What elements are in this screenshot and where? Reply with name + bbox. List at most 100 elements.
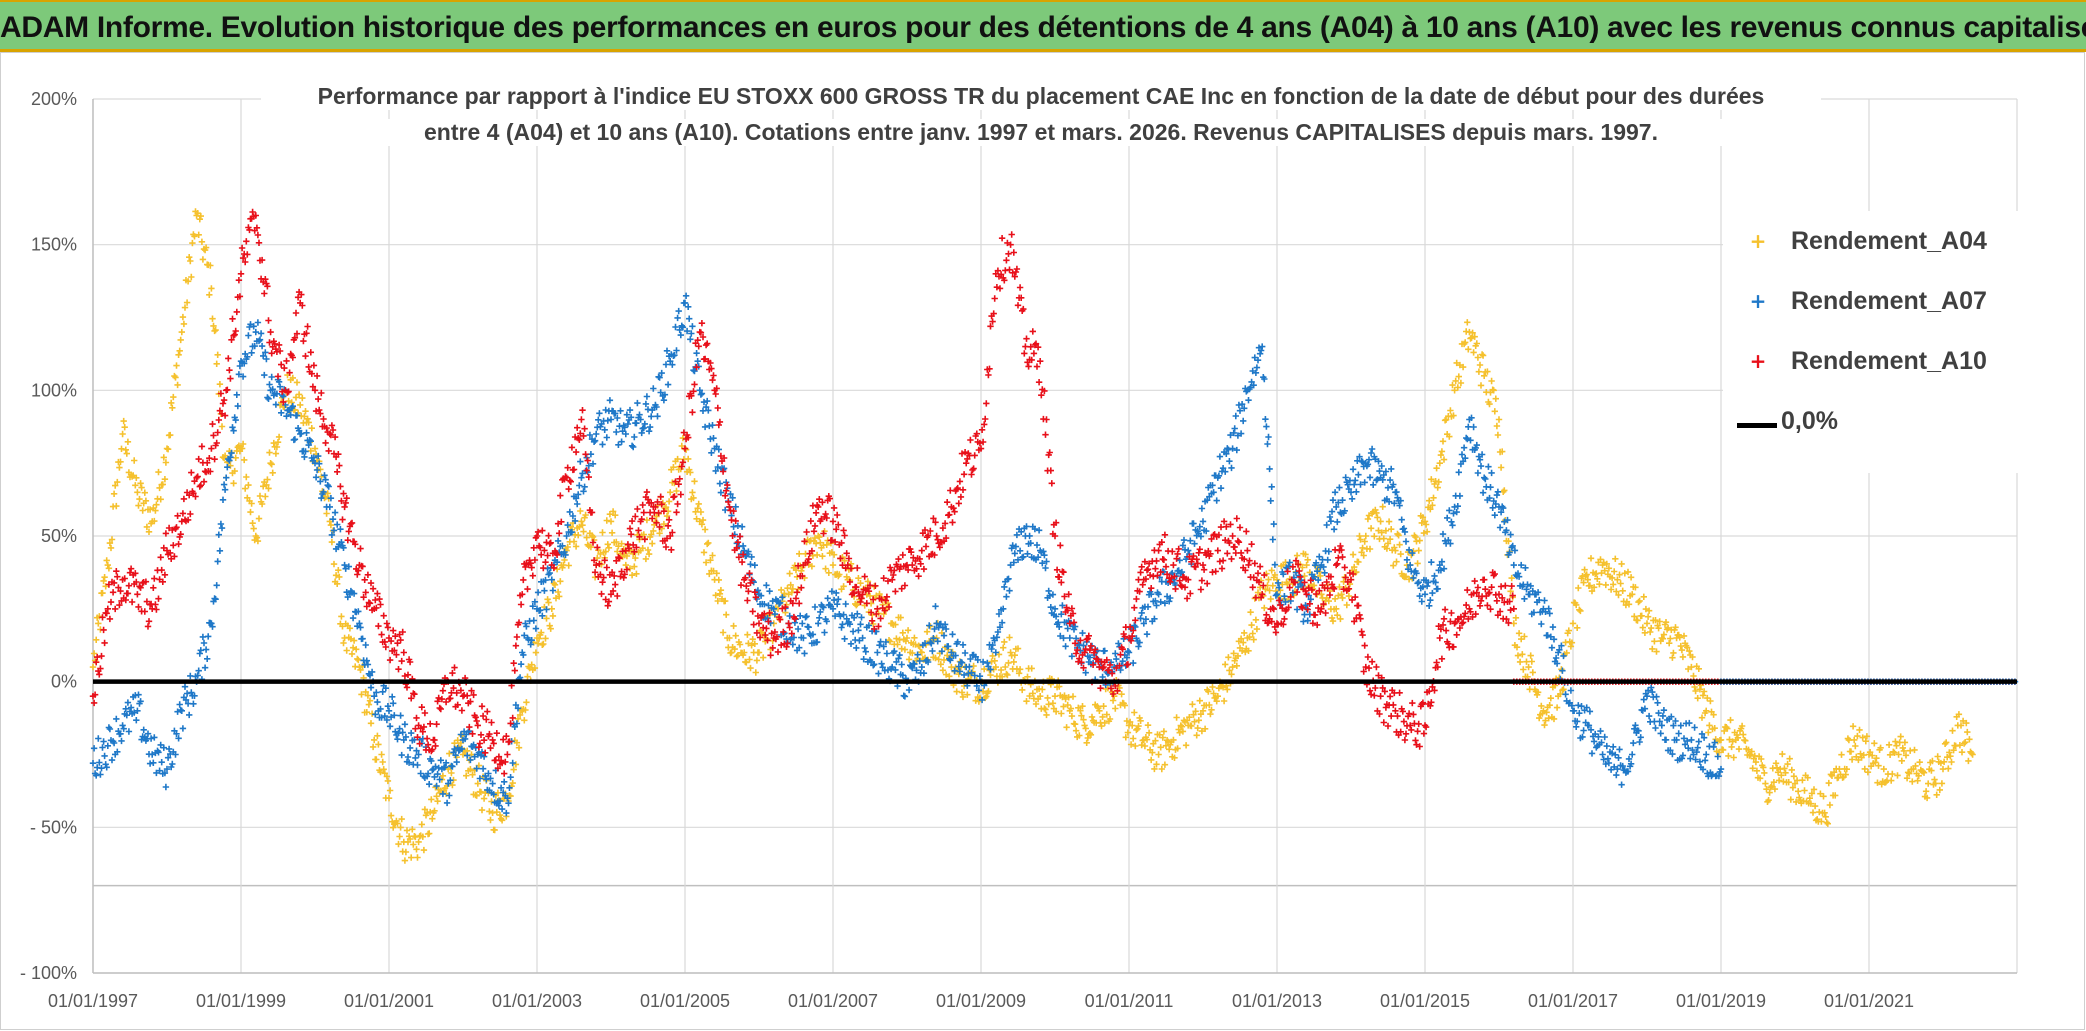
- chart-svg: 200%150%100%50%0%- 50%- 100% 01/01/1997 0…: [20, 89, 2019, 1011]
- point-rendement-a04: [1237, 635, 1245, 642]
- point-rendement-a07: [1462, 455, 1469, 462]
- point-rendement-a07: [921, 640, 929, 647]
- point-rendement-a10: [726, 503, 733, 511]
- point-rendement-a07: [994, 628, 1002, 636]
- point-rendement-a07: [1616, 746, 1623, 753]
- point-rendement-a07: [302, 448, 309, 455]
- point-rendement-a07: [379, 688, 386, 695]
- point-rendement-a07: [503, 809, 510, 817]
- point-rendement-a07: [1458, 451, 1466, 458]
- point-rendement-a10: [1223, 523, 1230, 530]
- point-rendement-a04: [1799, 777, 1806, 784]
- point-rendement-a07: [1672, 717, 1679, 725]
- legend-label-a10: Rendement_A10: [1791, 347, 1987, 375]
- point-rendement-a07: [163, 765, 171, 773]
- point-rendement-a07: [1339, 497, 1346, 504]
- point-rendement-a10: [819, 499, 826, 506]
- point-rendement-a04: [262, 493, 269, 500]
- point-rendement-a04: [124, 438, 132, 445]
- point-rendement-a04: [628, 572, 636, 579]
- point-rendement-a10: [599, 579, 606, 586]
- point-rendement-a07: [208, 620, 215, 627]
- point-rendement-a07: [1675, 730, 1682, 737]
- point-rendement-a10: [331, 433, 339, 441]
- point-rendement-a10: [1216, 558, 1224, 565]
- point-rendement-a04: [384, 777, 392, 785]
- point-rendement-a07: [947, 657, 954, 664]
- point-rendement-a04: [599, 529, 606, 536]
- point-rendement-a04: [1624, 568, 1632, 576]
- x-tick-label: 01/01/1999: [196, 991, 286, 1011]
- point-rendement-a07: [546, 569, 553, 577]
- point-rendement-a07: [217, 520, 225, 528]
- point-rendement-a10: [400, 649, 407, 656]
- legend-marker-a07: +: [1749, 289, 1767, 313]
- point-rendement-a10: [208, 445, 215, 452]
- point-rendement-a04: [1749, 765, 1756, 772]
- point-rendement-a10: [773, 633, 781, 640]
- point-rendement-a07: [1304, 617, 1311, 624]
- point-rendement-a10: [450, 684, 457, 692]
- point-rendement-a04: [160, 454, 167, 461]
- point-rendement-a04: [640, 531, 647, 538]
- point-rendement-a04: [1828, 772, 1836, 779]
- point-rendement-a07: [1035, 527, 1043, 534]
- point-rendement-a07: [169, 760, 176, 768]
- point-rendement-a04: [1587, 555, 1595, 562]
- point-rendement-a07: [1344, 481, 1351, 488]
- point-rendement-a07: [110, 739, 118, 747]
- point-rendement-a10: [1395, 731, 1402, 739]
- point-rendement-a07: [487, 775, 494, 782]
- point-rendement-a10: [244, 251, 251, 258]
- point-rendement-a07: [532, 625, 540, 632]
- point-rendement-a10: [253, 224, 261, 231]
- point-rendement-a04: [1616, 571, 1623, 578]
- point-rendement-a07: [1068, 653, 1076, 660]
- point-rendement-a07: [1662, 736, 1670, 743]
- point-rendement-a07: [1470, 423, 1477, 431]
- point-rendement-a10: [868, 617, 876, 624]
- point-rendement-a04: [1360, 552, 1367, 559]
- point-rendement-a04: [704, 540, 711, 548]
- point-rendement-a04: [1442, 416, 1450, 423]
- point-rendement-a07: [230, 427, 237, 434]
- point-rendement-a07: [763, 582, 770, 589]
- point-rendement-a07: [1489, 504, 1496, 511]
- point-rendement-a10: [152, 601, 159, 608]
- point-rendement-a04: [267, 460, 274, 467]
- point-rendement-a07: [1588, 750, 1596, 757]
- point-rendement-a10: [509, 714, 516, 722]
- point-rendement-a10: [397, 636, 404, 644]
- point-rendement-a10: [1259, 591, 1266, 598]
- point-rendement-a10: [309, 383, 317, 390]
- point-rendement-a07: [1056, 623, 1063, 630]
- point-rendement-a10: [1396, 689, 1403, 696]
- point-rendement-a10: [431, 736, 438, 744]
- point-rendement-a07: [1335, 499, 1342, 506]
- point-rendement-a07: [927, 639, 934, 646]
- point-rendement-a10: [1465, 615, 1472, 623]
- x-tick-label: 01/01/2003: [492, 991, 582, 1011]
- point-rendement-a07: [1481, 474, 1488, 481]
- point-rendement-a10: [531, 556, 539, 564]
- point-rendement-a07: [256, 336, 264, 343]
- point-rendement-a10: [1001, 277, 1008, 284]
- point-rendement-a04: [1162, 742, 1170, 749]
- point-rendement-a10: [1074, 646, 1081, 654]
- point-rendement-a10: [489, 736, 496, 744]
- point-rendement-a07: [1522, 564, 1529, 571]
- point-rendement-a07: [1687, 755, 1694, 762]
- point-rendement-a10: [712, 390, 719, 398]
- header-bar: ADAM Informe. Evolution historique des p…: [0, 0, 2086, 52]
- point-rendement-a04: [1822, 813, 1829, 820]
- point-rendement-a10: [1397, 728, 1404, 735]
- point-rendement-a07: [949, 631, 956, 638]
- point-rendement-a04: [998, 673, 1006, 680]
- point-rendement-a04: [1659, 635, 1667, 642]
- point-rendement-a07: [578, 474, 585, 481]
- point-rendement-a10: [184, 516, 192, 524]
- point-rendement-a04: [1768, 782, 1775, 790]
- point-rendement-a04: [1640, 593, 1647, 600]
- y-tick-label: 200%: [31, 89, 77, 109]
- point-rendement-a10: [158, 566, 165, 574]
